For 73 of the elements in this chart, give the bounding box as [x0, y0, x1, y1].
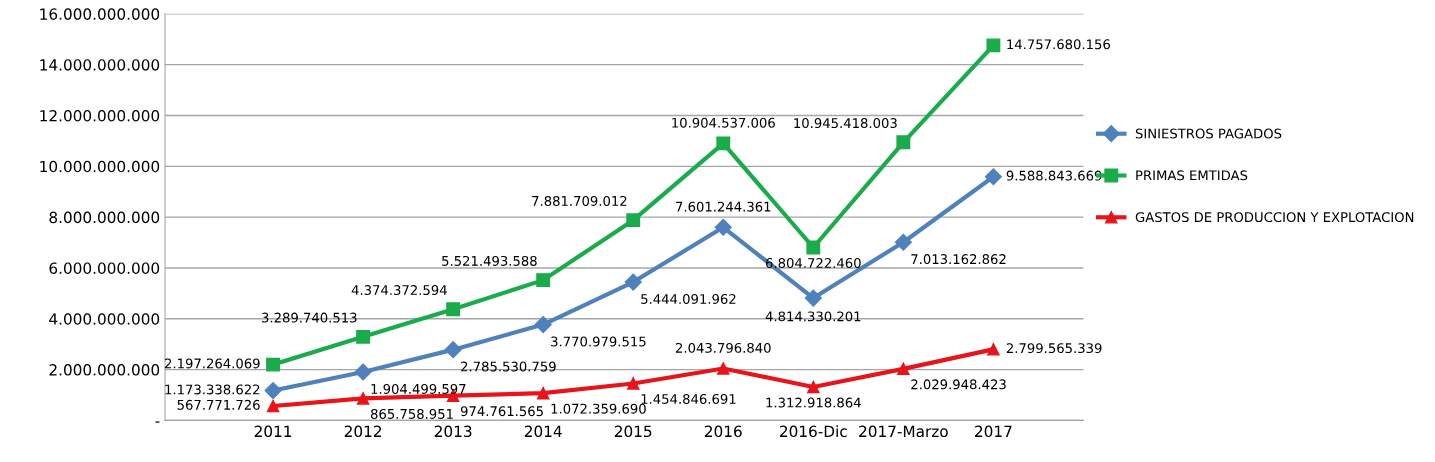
data-label: 2.785.530.759 — [461, 361, 556, 372]
y-tick-label: 2.000.000.000 — [49, 364, 160, 376]
point — [356, 392, 370, 405]
legend-label: PRIMAS EMTIDAS — [1136, 170, 1248, 181]
data-label: 865.758.951 — [370, 408, 453, 419]
data-label: 4.814.330.201 — [765, 311, 861, 322]
x-tick-label: 2011 — [254, 425, 292, 438]
point — [714, 218, 732, 236]
x-tick-label: 2014 — [524, 425, 562, 438]
data-label: 1.454.846.691 — [641, 393, 736, 404]
data-label: 3.770.979.515 — [551, 336, 646, 347]
point — [984, 168, 1002, 186]
point — [986, 38, 1001, 53]
point — [444, 341, 462, 359]
data-label: 567.771.726 — [177, 399, 260, 410]
data-label: 2.043.796.840 — [675, 342, 771, 353]
point — [264, 382, 282, 400]
data-label: 2.799.565.339 — [1006, 343, 1102, 354]
x-tick-label: 2013 — [434, 425, 472, 438]
data-label: 974.761.565 — [460, 406, 543, 417]
point — [266, 399, 280, 413]
legend-label: SINIESTROS PAGADOS — [1135, 128, 1282, 139]
data-label: 5.444.091.962 — [641, 293, 736, 304]
point — [626, 213, 641, 228]
x-tick-label: 2017 — [975, 425, 1012, 438]
point — [896, 135, 911, 150]
point — [536, 386, 550, 400]
point — [446, 302, 461, 317]
data-label: 3.289.740.513 — [262, 312, 357, 323]
x-tick-label: 2017-Marzo — [859, 425, 948, 438]
point — [534, 316, 552, 334]
data-label: 7.601.244.361 — [676, 201, 771, 212]
point — [626, 377, 640, 390]
data-label: 14.757.680.156 — [1007, 39, 1110, 50]
data-label: 5.521.493.588 — [442, 255, 537, 266]
point — [624, 273, 642, 291]
y-tick-label: 12.000.000.000 — [40, 109, 160, 122]
x-tick-label: 2015 — [614, 425, 652, 438]
point — [806, 240, 821, 255]
data-label: 7.881.709.012 — [532, 195, 627, 206]
y-tick-label: 16.000.000.000 — [40, 8, 160, 20]
data-label: 1.904.499.597 — [371, 383, 466, 394]
x-tick-label: 2012 — [344, 425, 382, 438]
data-label: 10.904.537.006 — [672, 117, 775, 128]
point — [807, 380, 820, 394]
data-label: 1.173.338.622 — [165, 384, 260, 395]
x-tick-label: 2016 — [704, 425, 742, 438]
data-label: 2.029.948.423 — [911, 379, 1006, 390]
point — [266, 357, 281, 372]
y-tick-label: 4.000.000.000 — [49, 313, 160, 325]
point — [716, 136, 731, 151]
point — [897, 362, 910, 376]
point — [536, 273, 551, 288]
data-label: 9.588.843.669 — [1006, 170, 1102, 181]
point — [987, 343, 1000, 356]
y-tick-label: 6.000.000.000 — [49, 262, 160, 274]
data-label: 7.013.162.862 — [911, 254, 1006, 265]
point — [717, 362, 730, 375]
y-tick-label: 14.000.000.000 — [40, 59, 160, 71]
point — [354, 363, 372, 381]
point — [356, 329, 371, 344]
data-label: 4.374.372.594 — [351, 285, 447, 296]
legend-label: GASTOS DE PRODUCCION Y EXPLOTACION — [1135, 212, 1414, 223]
data-label: 1.312.918.864 — [766, 397, 861, 408]
y-tick-label: 8.000.000.000 — [49, 211, 160, 224]
y-tick-label: 10.000.000.000 — [40, 160, 160, 173]
point — [804, 289, 822, 307]
point — [894, 233, 912, 251]
y-tick-label: - — [155, 421, 160, 423]
data-label: 1.072.359.690 — [551, 403, 646, 414]
data-label: 10.945.418.003 — [794, 118, 897, 129]
x-tick-label: 2016-Dic — [780, 425, 847, 438]
data-label: 2.197.264.069 — [165, 358, 260, 369]
